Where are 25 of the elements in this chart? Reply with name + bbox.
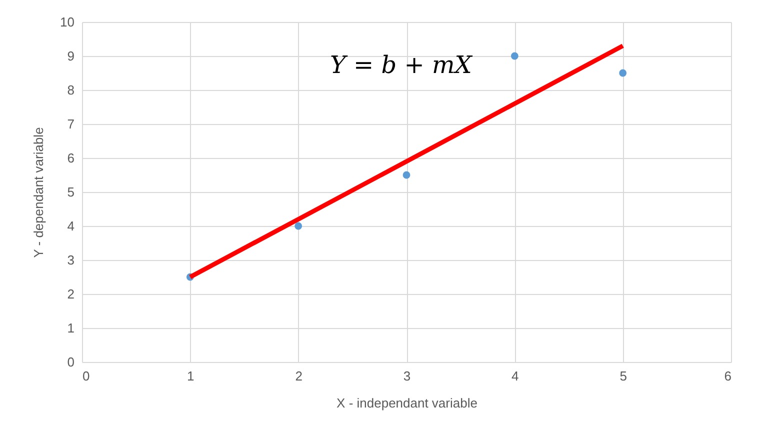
point: [294, 222, 302, 230]
y-tick-label: 0: [67, 354, 74, 370]
y-tick-label: 1: [67, 320, 74, 336]
y-tick-label: 9: [67, 48, 74, 64]
point: [402, 171, 410, 179]
x-tick-label: 2: [295, 368, 302, 384]
y-tick-label: 3: [67, 252, 74, 268]
x-tick-label: 0: [82, 368, 90, 384]
y-axis-title: Y - dependant variable: [31, 127, 46, 258]
point: [510, 52, 518, 60]
y-tick-label: 10: [60, 14, 74, 30]
x-axis-title: X - independant variable: [336, 396, 478, 410]
x-tick-label: 3: [403, 368, 411, 384]
x-tick-label: 4: [512, 368, 519, 384]
point: [619, 69, 627, 77]
y-tick-label: 6: [67, 150, 74, 166]
y-tick-label: 8: [67, 82, 74, 98]
y-tick-label: 4: [67, 218, 74, 234]
annotation: Y = b + mX: [330, 51, 473, 79]
x-tick-label: 6: [724, 368, 732, 384]
x-tick-label: 5: [620, 368, 627, 384]
y-tick-label: 2: [67, 286, 74, 302]
x-tick-label: 1: [187, 368, 194, 384]
y-tick-label: 5: [67, 184, 74, 200]
y-tick-label: 7: [67, 116, 74, 132]
